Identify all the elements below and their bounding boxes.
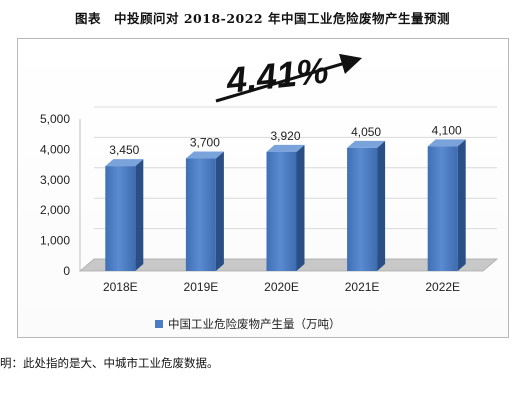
bar-side (135, 159, 144, 271)
data-label: 3,700 (190, 136, 220, 150)
legend-swatch (155, 320, 163, 328)
x-tick-label: 2020E (264, 280, 299, 294)
chart-title: 图表 中投顾问对 2018-2022 年中国工业危险废物产生量预测 (75, 11, 450, 26)
bar-side (215, 151, 224, 271)
growth-arrow (215, 53, 363, 103)
bar-top (347, 140, 386, 148)
bar (266, 151, 297, 271)
bar (427, 146, 458, 271)
y-tick-label: 0 (63, 264, 70, 278)
bar (105, 166, 136, 271)
data-label: 4,100 (432, 123, 462, 137)
bar (185, 158, 216, 271)
y-tick-label: 2,000 (40, 203, 70, 217)
bar (347, 147, 378, 271)
y-tick-label: 1,000 (40, 234, 70, 248)
bar-side (296, 144, 305, 271)
bar-chart: 3,450 2018E 3,700 2019E 3,920 2020E 4,050 2021E… (40, 50, 499, 331)
chart-frame: 3,450 2018E 3,700 2019E 3,920 2020E 4,050 2021E… (17, 38, 509, 338)
bar-top (427, 139, 466, 147)
bar-top (185, 151, 224, 159)
data-label: 3,920 (270, 129, 300, 143)
bar-top (266, 144, 305, 152)
x-tick-label: 2018E (103, 280, 138, 294)
data-label: 4,050 (351, 125, 381, 139)
bar-top (105, 159, 144, 167)
x-tick-label: 2019E (184, 280, 219, 294)
data-label: 3,450 (109, 143, 139, 157)
y-tick-label: 5,000 (40, 112, 70, 126)
x-tick-label: 2021E (345, 280, 380, 294)
footnote: 明：此处指的是大、中城市工业危废数据。 (0, 356, 219, 370)
y-tick-label: 4,000 (40, 142, 70, 156)
bar-side (457, 139, 466, 271)
legend-label: 中国工业危险废物产生量（万吨） (168, 317, 341, 331)
bar-side (377, 140, 386, 271)
x-tick-label: 2022E (425, 280, 460, 294)
y-tick-label: 3,000 (40, 173, 70, 187)
